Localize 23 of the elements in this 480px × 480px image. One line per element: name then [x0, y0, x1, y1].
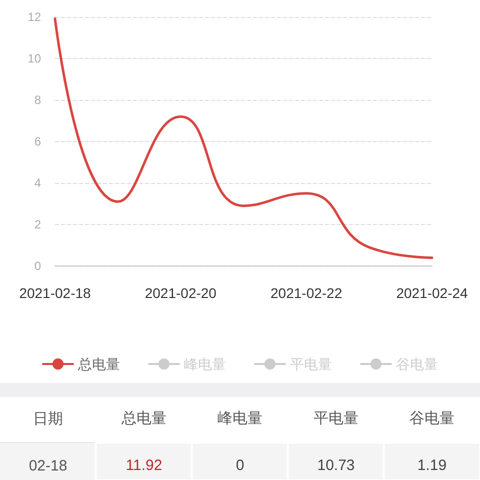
x-tick-label: 2021-02-20	[144, 285, 217, 301]
x-tick-label: 谷电量	[410, 410, 454, 427]
y-tick-label: 0	[34, 259, 42, 273]
y-tick-label: 4	[34, 176, 42, 190]
data-label: 1.19	[417, 457, 447, 474]
y-axis-title: 日期	[33, 410, 63, 428]
y-tick-label: 10	[28, 52, 42, 66]
legend-label: 总电量	[77, 356, 120, 372]
line-series	[54, 17, 434, 259]
x-tick-label: 2021-02-24	[396, 285, 468, 301]
x-tick-label: 峰电量	[218, 410, 262, 427]
x-tick-label: 总电量	[120, 410, 166, 427]
x-tick-label: 平电量	[314, 410, 358, 427]
x-tick-label: 2021-02-18	[19, 285, 92, 301]
y-tick-label: 02-18	[28, 458, 68, 474]
data-label: 0	[236, 457, 244, 474]
y-tick-label: 8	[34, 93, 42, 107]
x-tick-label: 2021-02-22	[270, 285, 342, 301]
y-tick-label: 6	[34, 134, 42, 148]
y-tick-label: 2	[34, 218, 42, 232]
data-label: 10.73	[317, 457, 355, 474]
y-tick-label: 12	[28, 10, 42, 24]
data-label: 11.92	[126, 457, 162, 474]
